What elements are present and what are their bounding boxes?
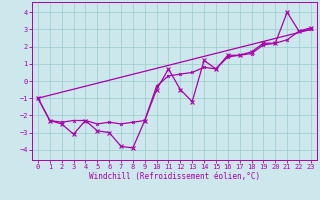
X-axis label: Windchill (Refroidissement éolien,°C): Windchill (Refroidissement éolien,°C) bbox=[89, 172, 260, 181]
